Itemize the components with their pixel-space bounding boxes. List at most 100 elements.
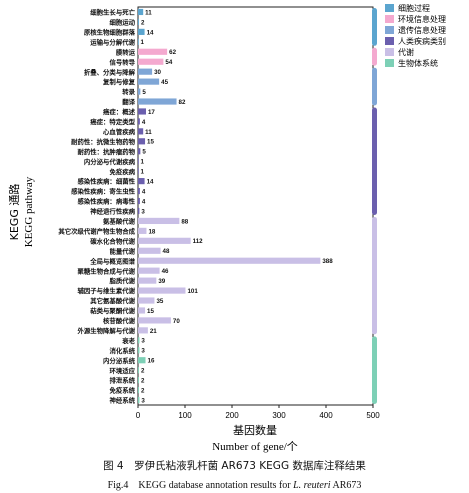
legend-swatch <box>385 48 394 56</box>
bar <box>138 8 144 16</box>
value-label: 39 <box>158 278 165 285</box>
value-label: 4 <box>142 198 146 205</box>
value-label: 11 <box>145 129 152 136</box>
bar <box>138 168 139 175</box>
bar <box>138 307 146 314</box>
plot-border <box>137 6 374 406</box>
bar <box>138 227 147 234</box>
category-label: 癌症：概述 <box>103 107 136 116</box>
category-label: 辅因子与维生素代谢 <box>77 286 135 295</box>
bar <box>138 187 140 195</box>
category-label: 转录 <box>122 87 135 96</box>
x-axis-title-cn: 基因数量 <box>233 424 277 437</box>
value-label: 15 <box>147 139 154 146</box>
category-label: 氨基酸代谢 <box>103 217 136 226</box>
value-label: 88 <box>181 218 188 225</box>
legend-label: 细胞过程 <box>398 3 430 13</box>
value-label: 16 <box>148 358 155 365</box>
category-label: 免疫疾病 <box>109 167 135 176</box>
bar <box>138 277 157 284</box>
bar <box>138 118 140 125</box>
category-label: 其它氨基酸代谢 <box>90 296 135 305</box>
category-label: 神经退行性疾病 <box>90 207 135 216</box>
bar <box>138 237 191 244</box>
x-axis: 0 100 200 300 400 500 <box>136 405 380 420</box>
value-label: 112 <box>193 238 204 245</box>
figure-caption-en: Fig.4 KEGG database annotation results f… <box>0 476 469 491</box>
bar <box>138 247 161 254</box>
category-label: 运输与分解代谢 <box>90 37 135 46</box>
bar <box>138 207 140 215</box>
x-tick-label: 0 <box>136 411 141 420</box>
legend-swatch <box>385 15 394 23</box>
bar <box>138 327 148 334</box>
bar <box>138 217 180 225</box>
bar <box>138 297 155 304</box>
category-bracket <box>372 216 377 335</box>
category-label: 免疫系统 <box>109 386 135 395</box>
category-label: 衰老 <box>121 336 135 345</box>
value-label: 70 <box>173 318 180 325</box>
value-label: 388 <box>322 258 333 265</box>
legend-label: 代谢 <box>398 47 414 57</box>
value-label: 101 <box>187 288 198 295</box>
bar <box>138 78 160 85</box>
value-label: 1 <box>140 39 144 46</box>
bar <box>138 357 146 364</box>
category-bracket <box>372 336 377 404</box>
category-label: 全局与概览图谱 <box>89 256 135 265</box>
value-label: 3 <box>141 338 145 345</box>
x-axis-title-en: Number of gene/个 <box>212 440 298 453</box>
category-label: 细胞生长与死亡 <box>90 8 135 17</box>
category-label: 膜转运 <box>115 47 136 56</box>
bar <box>138 377 139 384</box>
legend-label: 环境信息处理 <box>398 14 446 24</box>
category-label: 耐药性：抗微生物药物 <box>71 137 136 146</box>
legend-swatch <box>385 26 394 34</box>
value-label: 2 <box>141 378 145 385</box>
category-label: 其它次级代谢产物生物合成 <box>58 226 135 235</box>
bar <box>138 257 321 264</box>
bar <box>138 68 153 75</box>
bar <box>138 38 139 45</box>
value-label: 4 <box>142 188 146 195</box>
bar <box>138 108 146 115</box>
category-label: 耐药性：抗肿瘤药物 <box>77 147 135 156</box>
category-label: 细胞运动 <box>109 18 135 27</box>
value-label: 4 <box>142 119 146 126</box>
legend-label: 人类疾病类别 <box>398 36 446 46</box>
value-label: 62 <box>169 49 176 56</box>
category-label: 碳水化合物代谢 <box>90 236 135 245</box>
legend-swatch <box>385 37 394 45</box>
y-axis-title-en: KEGG pathway <box>23 176 35 247</box>
category-label: 内分泌系统 <box>103 356 136 365</box>
category-label: 翻译 <box>122 97 135 106</box>
value-label: 2 <box>141 387 145 394</box>
bar <box>138 367 139 374</box>
value-label: 14 <box>147 29 154 36</box>
x-tick-label: 300 <box>272 411 286 420</box>
x-tick-label: 500 <box>366 411 380 420</box>
value-label: 5 <box>142 89 146 96</box>
bar <box>138 128 144 135</box>
x-tick-label: 100 <box>178 411 192 420</box>
value-label: 82 <box>179 99 186 106</box>
value-label: 1 <box>140 169 144 176</box>
bar <box>138 98 177 105</box>
bar <box>138 197 140 205</box>
bar <box>138 347 140 354</box>
category-label: 排泄系统 <box>109 376 135 385</box>
value-label: 14 <box>147 179 154 186</box>
category-brackets <box>372 8 377 404</box>
bar <box>138 28 145 35</box>
category-label: 心血管疾病 <box>103 127 136 136</box>
bar <box>138 317 171 324</box>
value-label: 30 <box>154 69 161 76</box>
bar <box>138 48 168 55</box>
category-bracket <box>372 47 377 66</box>
y-axis-title-cn: KEGG 通路 <box>8 184 21 241</box>
category-label: 萜类与聚酮代谢 <box>90 306 135 315</box>
caption-en-species: L. reuteri <box>293 480 331 491</box>
category-label: 原核生物细胞群落 <box>84 27 136 36</box>
